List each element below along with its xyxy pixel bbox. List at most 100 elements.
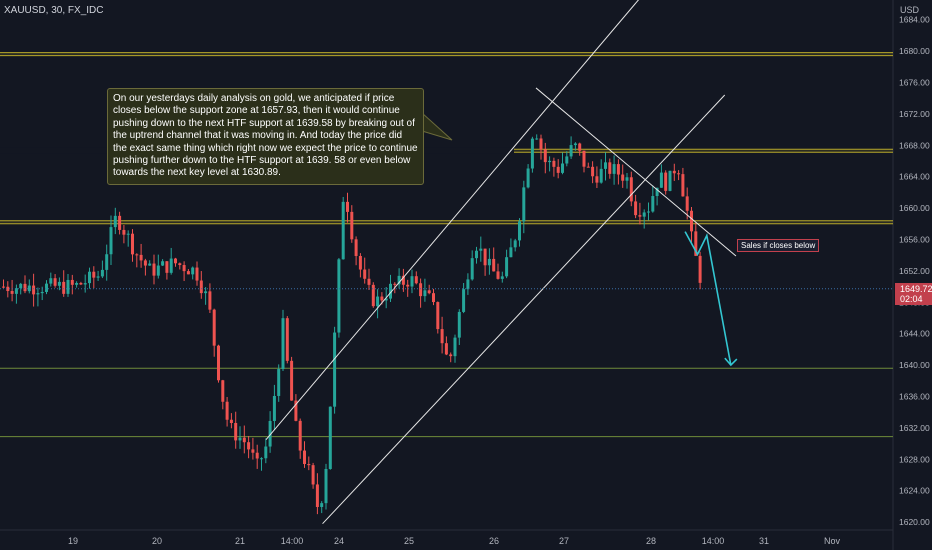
candle-body	[315, 484, 319, 507]
currency-label: USD	[900, 5, 920, 15]
candle-body	[376, 296, 380, 307]
analysis-callout: On our yesterdays daily analysis on gold…	[107, 88, 424, 185]
candle-body	[475, 250, 478, 259]
candle-body	[367, 278, 371, 285]
candle-body	[70, 279, 74, 285]
candle-body	[535, 138, 539, 140]
candle-body	[436, 302, 440, 330]
candle-body	[174, 258, 177, 264]
candle-body	[75, 282, 79, 285]
candle-body	[109, 227, 113, 255]
candle-body	[677, 173, 681, 175]
candle-body	[363, 269, 367, 279]
candle-body	[311, 465, 315, 485]
candle-body	[242, 437, 246, 443]
candle-body	[591, 166, 595, 177]
trendline	[535, 87, 737, 257]
candle-body	[423, 290, 427, 297]
candle-body	[419, 283, 423, 297]
candle-body	[573, 143, 577, 146]
x-tick-label: 25	[404, 536, 414, 546]
candle-body	[350, 211, 354, 240]
candle-body	[462, 289, 466, 312]
symbol-title: XAUUSD, 30, FX_IDC	[4, 5, 104, 16]
candle-body	[380, 296, 384, 301]
candle-body	[62, 281, 66, 294]
candle-body	[548, 160, 552, 163]
candle-body	[186, 271, 190, 275]
candle-body	[169, 258, 173, 273]
candle-body	[500, 276, 504, 279]
support-zone-fill	[0, 220, 893, 224]
candle-body	[578, 143, 582, 151]
candle-body	[565, 156, 569, 164]
candle-body	[483, 248, 487, 266]
candle-body	[389, 283, 392, 299]
candle-body	[647, 211, 650, 213]
candle-body	[100, 269, 104, 277]
candle-body	[543, 149, 547, 163]
x-tick-label: 14:00	[281, 536, 304, 546]
x-tick-label: 28	[646, 536, 656, 546]
x-tick-label: 27	[559, 536, 569, 546]
candle-body	[79, 282, 83, 285]
candle-body	[530, 138, 534, 169]
x-tick-label: 26	[489, 536, 499, 546]
candle-body	[148, 263, 152, 266]
candle-body	[341, 201, 345, 260]
candle-body	[505, 257, 509, 277]
candle-body	[260, 458, 263, 460]
candle-body	[397, 275, 401, 285]
candle-body	[410, 276, 414, 287]
candle-body	[526, 168, 530, 188]
forecast-path	[684, 231, 732, 366]
y-tick-label: 1636.00	[899, 392, 930, 402]
trendline	[322, 94, 726, 525]
candle-body	[333, 332, 337, 407]
candle-body	[539, 138, 543, 150]
candle-body	[698, 255, 702, 283]
candle-body	[27, 285, 31, 292]
candle-body	[634, 201, 638, 216]
y-tick-label: 1684.00	[899, 15, 930, 25]
candle-body	[57, 281, 61, 286]
candle-body	[264, 446, 268, 459]
candle-body	[324, 468, 328, 504]
candle-body	[354, 239, 358, 256]
candle-body	[217, 345, 220, 381]
candle-body	[621, 174, 625, 181]
candle-body	[152, 263, 156, 276]
candle-body	[629, 177, 633, 202]
candle-body	[66, 279, 70, 294]
candle-body	[178, 263, 182, 266]
candle-body	[371, 284, 375, 307]
candle-body	[625, 177, 629, 181]
candle-body	[561, 163, 564, 173]
x-tick-label: 31	[759, 536, 769, 546]
candle-body	[642, 212, 646, 217]
candle-body	[221, 380, 225, 402]
support-zone-fill	[0, 52, 893, 56]
candle-body	[285, 318, 289, 361]
candle-body	[569, 145, 573, 157]
candle-body	[204, 291, 208, 294]
candle-body	[199, 280, 203, 294]
candle-body	[113, 215, 117, 228]
candle-body	[453, 337, 457, 357]
candle-body	[294, 400, 298, 421]
candle-body	[53, 278, 57, 286]
candle-body	[414, 276, 418, 284]
candle-body	[307, 464, 311, 466]
candle-body	[427, 290, 431, 294]
candle-body	[229, 419, 233, 424]
candle-body	[384, 298, 388, 301]
candle-body	[556, 166, 560, 173]
candle-body	[191, 267, 195, 275]
x-tick-label: 21	[235, 536, 245, 546]
candle-body	[36, 293, 40, 295]
candle-body	[272, 395, 276, 421]
y-tick-label: 1676.00	[899, 77, 930, 87]
candle-body	[432, 293, 435, 303]
sales-label: Sales if closes below	[737, 239, 820, 252]
